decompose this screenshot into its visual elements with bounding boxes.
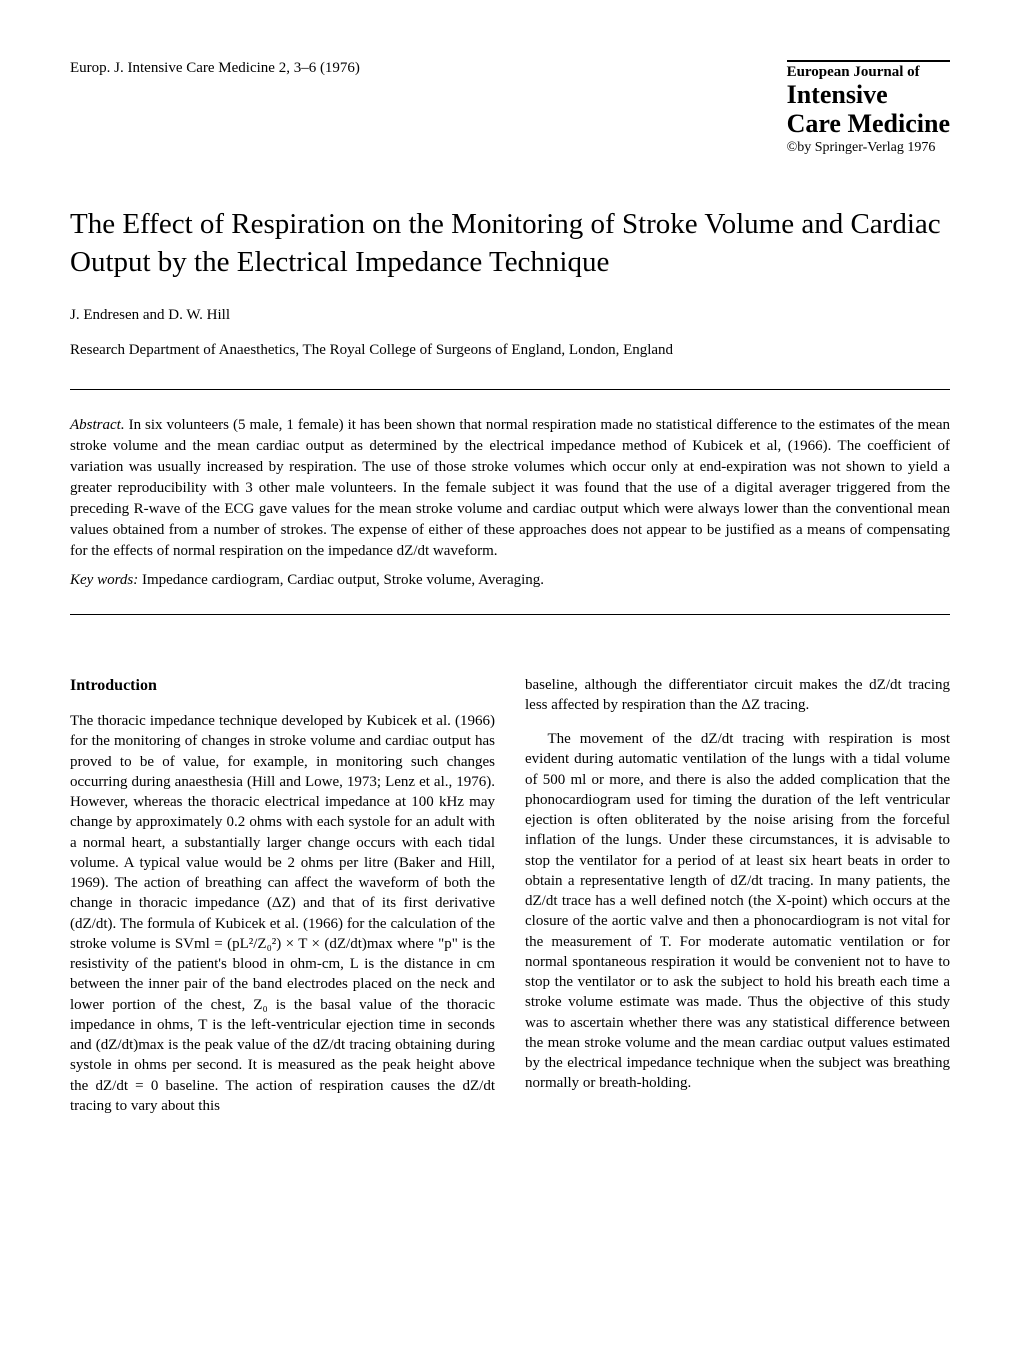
two-column-body: Introduction The thoracic impedance tech… [70,675,950,1117]
copyright: ©by Springer-Verlag 1976 [787,140,950,156]
paragraph-col2-2: The movement of the dZ/dt tracing with r… [525,729,950,1094]
column-right: baseline, although the differentiator ci… [525,675,950,1117]
article-title: The Effect of Respiration on the Monitor… [70,206,950,281]
abstract-text: In six volunteers (5 male, 1 female) it … [70,417,950,559]
abstract-label: Abstract. [70,417,125,433]
keywords-text: Impedance cardiogram, Cardiac output, St… [138,572,544,588]
journal-prefix: European Journal of [787,64,950,81]
section-heading-introduction: Introduction [70,675,495,697]
abstract: Abstract. In six volunteers (5 male, 1 f… [70,415,950,562]
column-left: Introduction The thoracic impedance tech… [70,675,495,1117]
divider-bottom [70,614,950,615]
keywords: Key words: Impedance cardiogram, Cardiac… [70,572,950,589]
divider-top [70,389,950,390]
paragraph-col1-1: The thoracic impedance technique develop… [70,711,495,1116]
authors: J. Endresen and D. W. Hill [70,307,950,324]
header-row: Europ. J. Intensive Care Medicine 2, 3–6… [70,60,950,156]
journal-name-line1: Intensive [787,81,950,110]
affiliation: Research Department of Anaesthetics, The… [70,342,950,359]
paragraph-col2-1: baseline, although the differentiator ci… [525,675,950,716]
citation: Europ. J. Intensive Care Medicine 2, 3–6… [70,60,360,77]
journal-block: European Journal of Intensive Care Medic… [787,60,950,156]
journal-name-line2: Care Medicine [787,110,950,139]
keywords-label: Key words: [70,572,138,588]
